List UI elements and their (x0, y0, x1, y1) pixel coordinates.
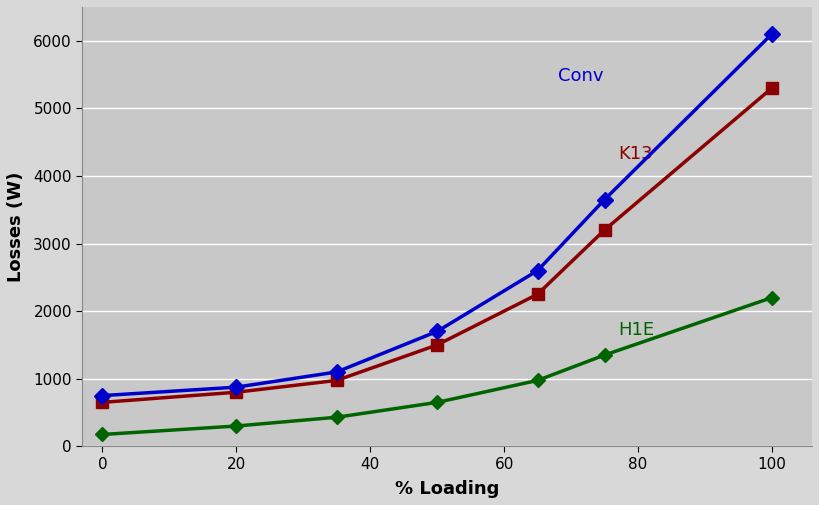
Y-axis label: Losses (W): Losses (W) (7, 171, 25, 282)
Text: Conv: Conv (558, 67, 603, 85)
X-axis label: % Loading: % Loading (395, 480, 500, 498)
Text: H1E: H1E (618, 321, 654, 339)
Text: K13: K13 (618, 145, 653, 163)
